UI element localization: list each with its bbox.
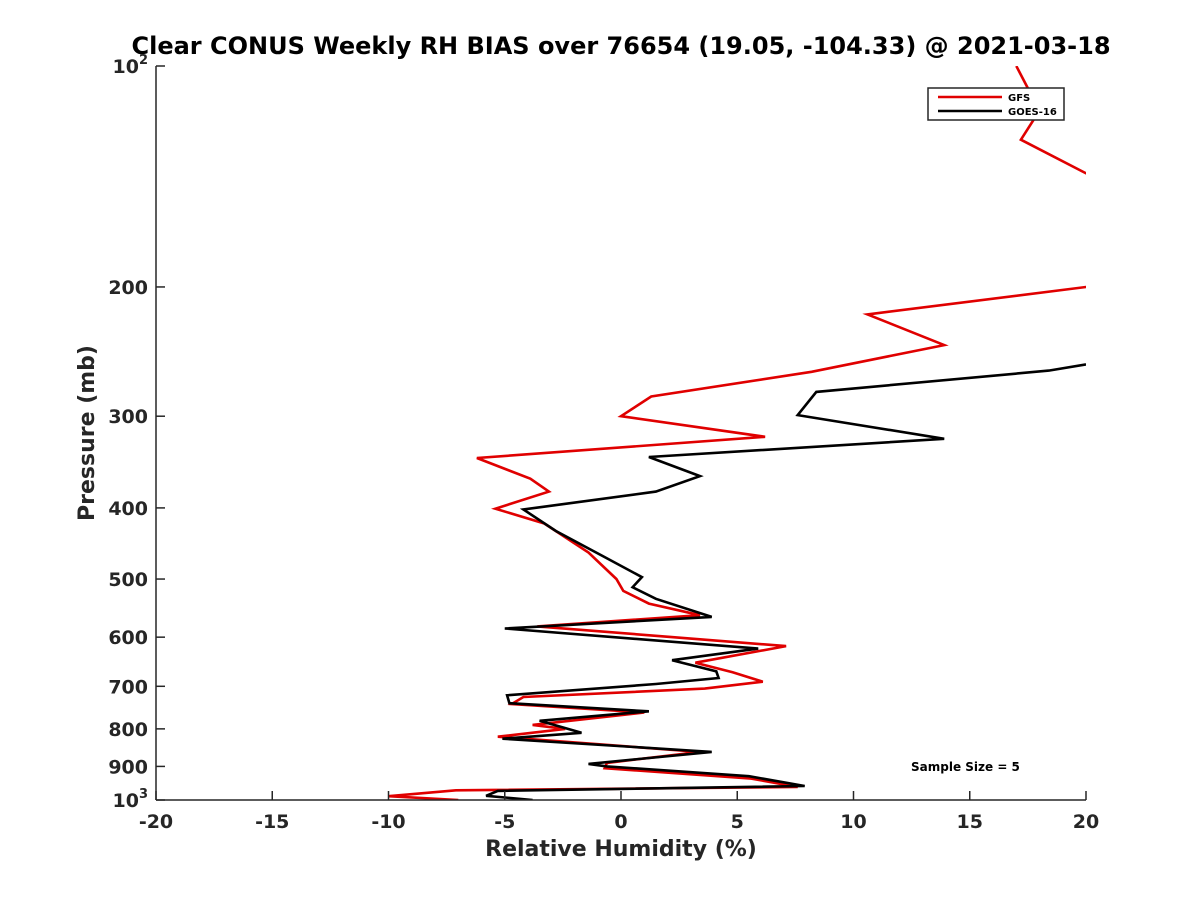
x-tick-label: 15: [957, 811, 983, 833]
legend-label-goes16: GOES-16: [1008, 107, 1057, 118]
x-tick-label: 10: [840, 811, 866, 833]
y-tick-label: 200: [108, 277, 148, 299]
series-line-goes16: [485, 363, 1086, 800]
x-tick-label: 0: [614, 811, 627, 833]
y-tick-label: 102: [113, 53, 149, 78]
y-tick-label: 800: [108, 719, 148, 741]
x-tick-label: -5: [494, 811, 515, 833]
y-ticks: 102 200 300 400 500 600 700 800 900 103: [108, 53, 165, 812]
x-tick-label: 20: [1073, 811, 1099, 833]
x-tick-label: -20: [139, 811, 173, 833]
x-axis-label: Relative Humidity (%): [485, 837, 757, 862]
y-axis-label: Pressure (mb): [75, 345, 100, 521]
sample-size-annotation: Sample Size = 5: [911, 760, 1020, 774]
y-tick-label: 500: [108, 569, 148, 591]
axes: [155, 66, 1086, 801]
series-layer: [388, 66, 1086, 800]
y-tick-label: 600: [108, 627, 148, 649]
y-tick-label: 400: [108, 498, 148, 520]
x-tick-label: -10: [371, 811, 405, 833]
y-tick-label: 103: [113, 787, 149, 812]
series-line-gfs: [388, 66, 1086, 800]
y-tick-label: 900: [108, 756, 148, 778]
legend-label-gfs: GFS: [1008, 93, 1030, 104]
x-tick-label: 5: [731, 811, 744, 833]
x-tick-label: -15: [255, 811, 289, 833]
y-tick-label: 700: [108, 676, 148, 698]
y-tick-label: 300: [108, 406, 148, 428]
chart-title: Clear CONUS Weekly RH BIAS over 76654 (1…: [131, 32, 1110, 60]
legend: GFS GOES-16: [927, 87, 1065, 121]
x-ticks: -20 -15 -10 -5 0 5 10 15 20: [139, 791, 1099, 833]
legend-box: [927, 87, 1065, 121]
